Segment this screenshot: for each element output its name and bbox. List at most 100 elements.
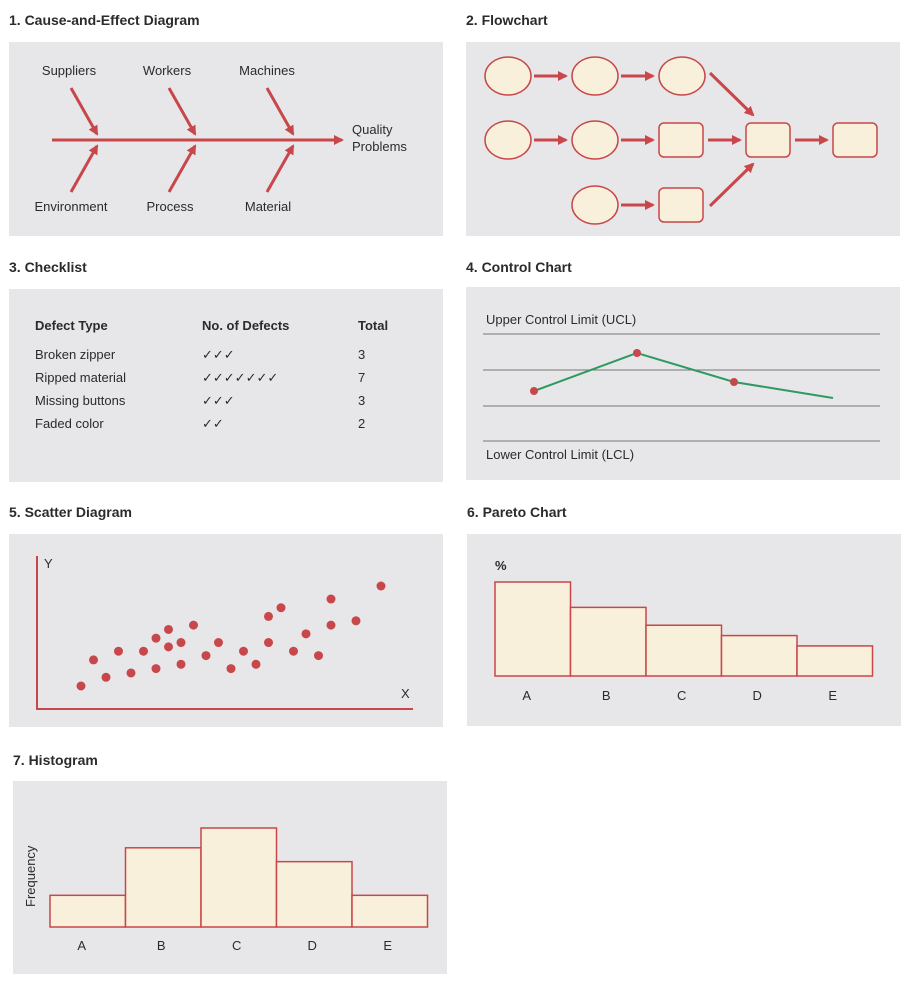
checklist-row-type: Faded color xyxy=(35,416,104,431)
scatter-point xyxy=(326,594,336,604)
flow-node-9 xyxy=(571,185,619,225)
checklist-header-type: Defect Type xyxy=(35,318,108,333)
histogram-tick-label: C xyxy=(232,938,241,953)
checklist-row-type: Ripped material xyxy=(35,370,127,385)
flowchart-title: 2. Flowchart xyxy=(466,12,548,28)
scatter-point xyxy=(264,638,273,648)
scatter-point xyxy=(239,646,248,656)
checklist-header-defects: No. of Defects xyxy=(202,318,290,333)
scatter-point xyxy=(114,646,123,656)
histogram-bar xyxy=(351,894,429,928)
scatter-point xyxy=(276,603,286,613)
fishbone-diagram xyxy=(52,87,344,193)
flow-node-7 xyxy=(745,122,791,158)
histogram-tick-label: A xyxy=(77,938,86,953)
flowchart-panel xyxy=(466,42,900,236)
bone-suppliers xyxy=(69,87,99,136)
scatter-plot xyxy=(36,556,413,710)
control-point xyxy=(633,349,641,357)
flow-node-6 xyxy=(658,122,704,158)
scatter-y-label: Y xyxy=(44,556,53,571)
pareto-panel: A B C D E % xyxy=(467,534,901,726)
bone-environment xyxy=(69,144,99,193)
pareto-bar xyxy=(720,634,798,677)
scatter-point xyxy=(251,659,261,669)
scatter-point xyxy=(301,629,311,639)
scatter-point xyxy=(139,646,148,656)
scatter-point xyxy=(101,672,111,682)
scatter-point xyxy=(201,651,211,661)
cause-process: Process xyxy=(146,199,194,214)
scatter-title: 5. Scatter Diagram xyxy=(9,504,132,520)
flowchart-diagram xyxy=(484,56,878,225)
cause-workers: Workers xyxy=(142,63,192,78)
checklist-row-total: 2 xyxy=(358,416,366,431)
flow-node-3 xyxy=(658,56,706,96)
histogram-tick-label: D xyxy=(308,938,317,953)
flow-node-4 xyxy=(484,120,532,160)
scatter-point xyxy=(326,620,336,630)
flow-node-10 xyxy=(658,187,704,223)
control-series-line xyxy=(533,351,834,399)
scatter-point xyxy=(314,651,323,661)
bone-machines xyxy=(265,87,295,136)
pareto-tick-label: D xyxy=(753,688,762,703)
control-chart-panel: Upper Control Limit (UCL) Lower Control … xyxy=(466,287,900,480)
histogram-tick-label: E xyxy=(383,938,392,953)
ucl-label: Upper Control Limit (UCL) xyxy=(486,312,637,327)
histogram-bar xyxy=(124,847,202,928)
scatter-point xyxy=(289,646,298,656)
scatter-point xyxy=(76,681,86,691)
pareto-y-label: % xyxy=(495,558,507,573)
checklist-row-total: 3 xyxy=(358,393,366,408)
histogram-title: 7. Histogram xyxy=(13,752,98,768)
flow-arrow xyxy=(708,162,755,208)
scatter-x-label: X xyxy=(401,686,410,701)
flow-node-2 xyxy=(571,56,619,96)
checklist-row-ticks: ✓✓✓✓✓✓✓ xyxy=(202,370,279,385)
flow-node-1 xyxy=(484,56,532,96)
pareto-title: 6. Pareto Chart xyxy=(467,504,567,520)
scatter-point xyxy=(214,638,223,648)
scatter-point xyxy=(164,642,173,652)
scatter-panel: Y X xyxy=(9,534,443,727)
cause-machines: Machines xyxy=(239,63,295,78)
pareto-tick-label: A xyxy=(522,688,531,703)
cause-material: Material xyxy=(244,199,292,214)
cause-suppliers: Suppliers xyxy=(41,63,97,78)
pareto-bar xyxy=(796,645,874,677)
control-point xyxy=(730,378,738,386)
effect-label-line1: Quality xyxy=(352,122,393,137)
checklist-row-type: Missing buttons xyxy=(35,393,126,408)
histogram-panel: Frequency A B C D E xyxy=(13,781,447,974)
flow-node-8 xyxy=(832,122,878,158)
checklist-row-type: Broken zipper xyxy=(35,347,116,362)
pareto-tick-label: E xyxy=(828,688,837,703)
control-chart-title: 4. Control Chart xyxy=(466,259,572,275)
scatter-point xyxy=(151,633,161,643)
scatter-point xyxy=(176,638,186,648)
histogram-bar xyxy=(275,860,353,928)
checklist-row-ticks: ✓✓✓ xyxy=(202,347,235,362)
checklist-row-total: 3 xyxy=(358,347,366,362)
cause-effect-title: 1. Cause-and-Effect Diagram xyxy=(9,12,200,28)
scatter-point xyxy=(264,611,273,621)
flow-node-5 xyxy=(571,120,619,160)
histogram-plot: Frequency A B C D E xyxy=(23,827,429,953)
bone-material xyxy=(265,144,295,193)
checklist-header-total: Total xyxy=(358,318,389,333)
scatter-point xyxy=(89,655,98,665)
histogram-y-label: Frequency xyxy=(23,845,38,907)
histogram-bar xyxy=(49,894,127,928)
control-point xyxy=(530,387,538,395)
cause-environment: Environment xyxy=(34,199,108,214)
checklist-title: 3. Checklist xyxy=(9,259,87,275)
control-chart-plot xyxy=(483,333,880,442)
pareto-tick-label: B xyxy=(602,688,611,703)
checklist-row-total: 7 xyxy=(358,370,366,385)
pareto-bar xyxy=(569,606,647,677)
cause-effect-panel: Suppliers Workers Machines Environment P… xyxy=(9,42,443,236)
bone-workers xyxy=(167,87,197,136)
checklist-row-ticks: ✓✓✓ xyxy=(202,393,235,408)
scatter-point xyxy=(176,659,186,669)
